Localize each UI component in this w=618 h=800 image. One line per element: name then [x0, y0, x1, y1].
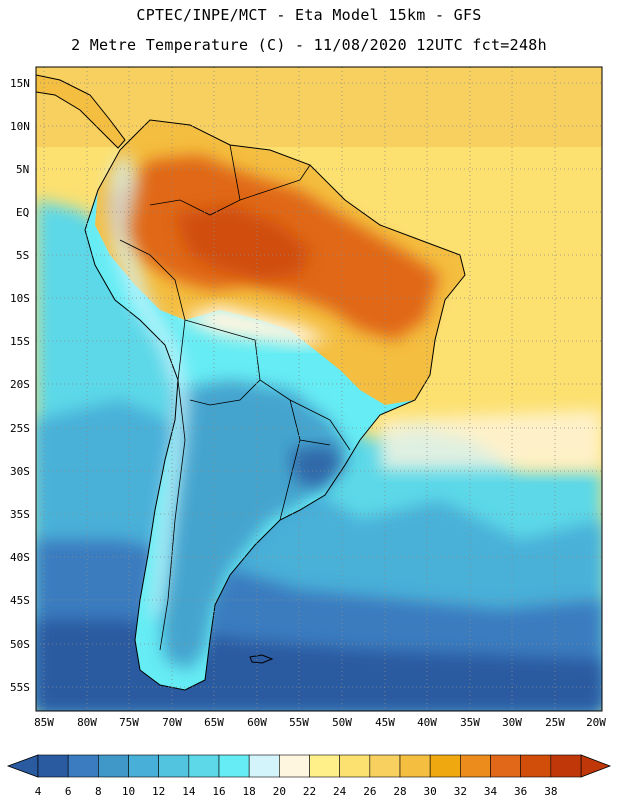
legend-value-label: 30 [424, 785, 437, 798]
legend-swatch [188, 754, 220, 778]
mild-land-region [180, 305, 330, 345]
legend-high-arrow [580, 754, 612, 778]
legend-swatch [429, 754, 461, 778]
lon-label: 50W [332, 716, 352, 729]
legend-value-label: 22 [303, 785, 316, 798]
legend-swatch [67, 754, 99, 778]
lat-label: 15S [10, 335, 30, 348]
latitude-labels: 15N 10N 5N EQ 5S 10S 15S 20S 25S 30S 35S… [10, 77, 30, 694]
lat-label: EQ [16, 206, 29, 219]
lat-label: 10S [10, 292, 30, 305]
lat-label: 45S [10, 594, 30, 607]
legend-value-label: 8 [95, 785, 102, 798]
map-panel [36, 67, 602, 711]
lat-label: 35S [10, 508, 30, 521]
lon-label: 45W [375, 716, 395, 729]
legend-swatch [460, 754, 491, 778]
legend-swatch [279, 754, 310, 778]
lon-label: 80W [77, 716, 97, 729]
legend-value-label: 18 [243, 785, 256, 798]
legend-value-label: 38 [544, 785, 557, 798]
map-frame [35, 66, 603, 712]
lat-label: 20S [10, 378, 30, 391]
lat-label: 30S [10, 465, 30, 478]
andes-cold-strip [105, 150, 190, 620]
lon-label: 65W [204, 716, 224, 729]
lat-label: 50S [10, 638, 30, 651]
map-title: CPTEC/INPE/MCT - Eta Model 15km - GFS [136, 6, 482, 24]
legend-value-label: 10 [122, 785, 135, 798]
legend-value-label: 28 [393, 785, 406, 798]
legend-labels: 4 6 8 10 12 14 16 18 20 22 24 26 28 30 32 34 36 38 [35, 785, 558, 798]
lon-label: 30W [502, 716, 522, 729]
ocean-caribbean-band [36, 67, 602, 147]
country-borders [119, 144, 351, 651]
legend-value-label: 34 [484, 785, 498, 798]
lat-label: 10N [10, 120, 30, 133]
lon-label: 85W [34, 716, 54, 729]
legend-swatch [248, 754, 280, 778]
legend-value-label: 36 [514, 785, 527, 798]
legend-swatch [309, 754, 340, 778]
legend-value-label: 32 [454, 785, 467, 798]
lon-label: 55W [289, 716, 309, 729]
lat-label: 5N [16, 163, 29, 176]
legend-swatch [399, 754, 431, 778]
lat-label: 5S [16, 249, 29, 262]
lat-label: 25S [10, 422, 30, 435]
legend-swatch [490, 754, 521, 778]
hottest-land-region [175, 205, 310, 280]
legend-value-label: 4 [35, 785, 42, 798]
lat-label: 40S [10, 551, 30, 564]
legend-swatch [128, 754, 159, 778]
legend-value-label: 14 [182, 785, 196, 798]
longitude-labels: 85W 80W 75W 70W 65W 60W 55W 50W 45W 40W … [34, 716, 606, 729]
legend-value-label: 12 [152, 785, 165, 798]
legend-swatch [520, 754, 552, 778]
legend-swatch [218, 754, 250, 778]
legend-swatches [37, 754, 582, 778]
legend-swatch [98, 754, 129, 778]
legend-swatch [37, 754, 69, 778]
cold-land-region [290, 445, 345, 490]
lat-label: 15N [10, 77, 30, 90]
legend-swatch [550, 754, 582, 778]
lon-label: 75W [119, 716, 139, 729]
legend-swatch [369, 754, 401, 778]
color-legend: 4 6 8 10 12 14 16 18 20 22 24 26 28 30 32 34 36 38 [6, 754, 612, 798]
lon-label: 20W [586, 716, 606, 729]
central-america-land [36, 74, 126, 149]
lon-label: 70W [162, 716, 182, 729]
lon-label: 35W [460, 716, 480, 729]
legend-swatch [158, 754, 190, 778]
lon-label: 60W [247, 716, 267, 729]
grid-lines [36, 67, 602, 711]
ocean-pale-band [380, 410, 602, 470]
legend-value-label: 24 [333, 785, 347, 798]
legend-value-label: 26 [363, 785, 376, 798]
legend-swatch [339, 754, 371, 778]
legend-value-label: 20 [273, 785, 286, 798]
lon-label: 25W [545, 716, 565, 729]
falklands-outline [249, 654, 274, 664]
map-subtitle: 2 Metre Temperature (C) - 11/08/2020 12U… [71, 36, 547, 54]
legend-value-label: 16 [212, 785, 225, 798]
lon-label: 40W [417, 716, 437, 729]
lat-label: 55S [10, 681, 30, 694]
legend-low-arrow [6, 754, 39, 778]
legend-value-label: 6 [65, 785, 72, 798]
